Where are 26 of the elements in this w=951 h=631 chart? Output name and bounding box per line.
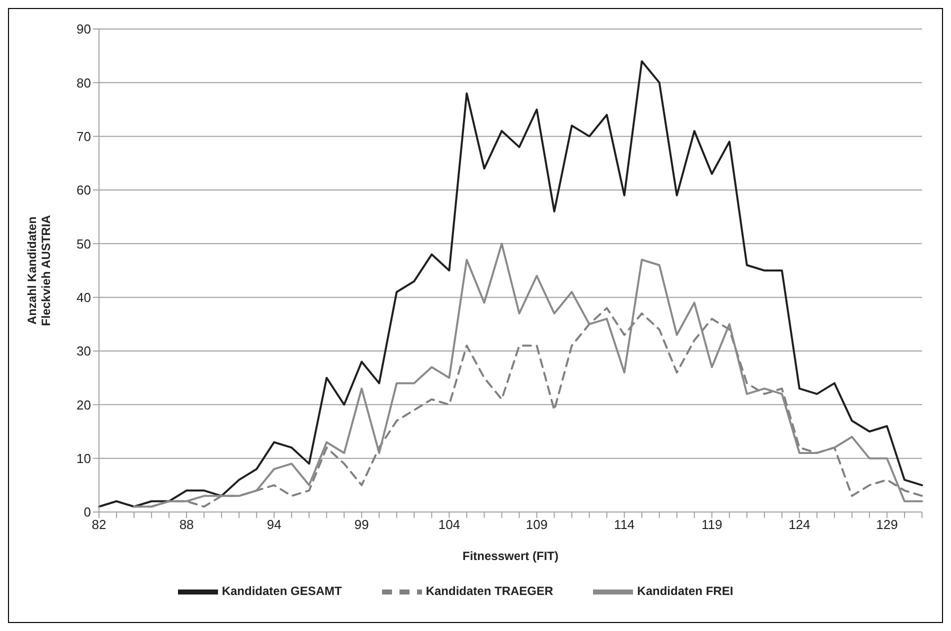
- y-axis-title: Anzahl Kandidaten Fleckvieh AUSTRIA: [25, 214, 53, 326]
- x-tick-label: 94: [266, 517, 282, 532]
- legend-label: Kandidaten FREI: [637, 584, 734, 598]
- x-tick-label: 119: [702, 517, 722, 532]
- y-tick-label: 70: [76, 128, 91, 144]
- y-tick-label: 50: [76, 236, 91, 252]
- x-tick-label: 82: [92, 517, 106, 532]
- y-tick-label: 90: [76, 22, 91, 37]
- x-axis-title: Fitnesswert (FIT): [462, 549, 559, 563]
- y-tick-label: 20: [76, 397, 91, 412]
- x-tick-label: 104: [438, 517, 460, 532]
- y-tick-label: 40: [76, 290, 91, 305]
- y-tick-label: 0: [84, 504, 91, 520]
- x-tick-label: 109: [526, 517, 548, 532]
- x-tick-label: 99: [354, 517, 369, 532]
- legend-label: Kandidaten TRAEGER: [426, 584, 554, 598]
- y-tick-label: 30: [76, 344, 91, 359]
- x-tick-label: 129: [876, 517, 898, 532]
- y-tick-label: 60: [76, 182, 91, 198]
- x-tick-label: 88: [179, 517, 194, 532]
- y-tick-label: 80: [76, 75, 91, 90]
- x-tick-label: 124: [788, 517, 810, 532]
- line-series: [133, 242, 923, 508]
- legend-label: Kandidaten GESAMT: [222, 584, 342, 598]
- x-tick-label: 114: [614, 517, 635, 532]
- y-tick-label: 10: [76, 450, 91, 466]
